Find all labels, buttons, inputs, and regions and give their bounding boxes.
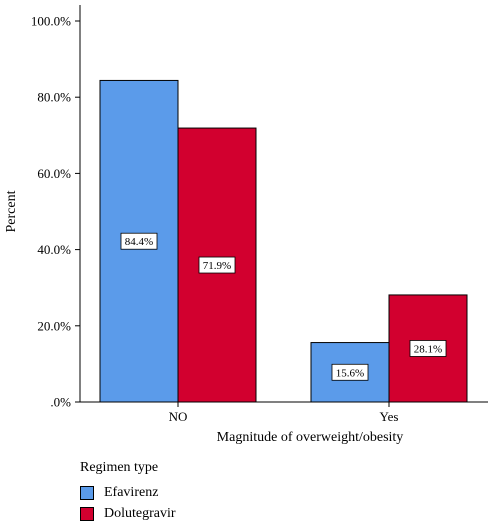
data-label: 15.6% [336, 367, 364, 379]
bar-chart: .0% 20.0% 40.0% 60.0% 80.0% 100.0% 84.4% 71.9% N… [4, 5, 488, 445]
legend-label-efavirenz: Efavirenz [104, 484, 159, 500]
data-label: 84.4% [125, 236, 153, 248]
data-label-box [331, 363, 369, 381]
y-tick-label: 80.0% [37, 90, 71, 105]
legend: Regimen type Efavirenz Dolutegravir [80, 460, 176, 524]
data-label: 28.1% [414, 343, 442, 355]
y-tick-label: 40.0% [37, 242, 71, 257]
legend-item-dolutegravir: Dolutegravir [80, 503, 176, 524]
data-label: 71.9% [203, 260, 231, 272]
data-label-box [120, 232, 158, 250]
y-axis-title: Percent [4, 190, 19, 232]
legend-swatch-dolutegravir [80, 506, 94, 521]
legend-title: Regimen type [80, 460, 159, 475]
y-tick-label: .0% [50, 395, 71, 410]
data-label-box [409, 340, 447, 357]
legend-item-efavirenz: Efavirenz [80, 482, 176, 503]
x-axis-title: Magnitude of overweight/obesity [217, 430, 404, 445]
data-label-box [198, 256, 236, 274]
y-tick-label: 100.0% [31, 14, 71, 29]
x-tick-label: NO [169, 409, 188, 424]
x-tick-label: Yes [380, 409, 399, 424]
y-tick-label: 60.0% [37, 166, 71, 181]
y-tick-label: 20.0% [37, 318, 71, 333]
legend-swatch-efavirenz [80, 485, 94, 500]
legend-label-dolutegravir: Dolutegravir [104, 505, 176, 521]
